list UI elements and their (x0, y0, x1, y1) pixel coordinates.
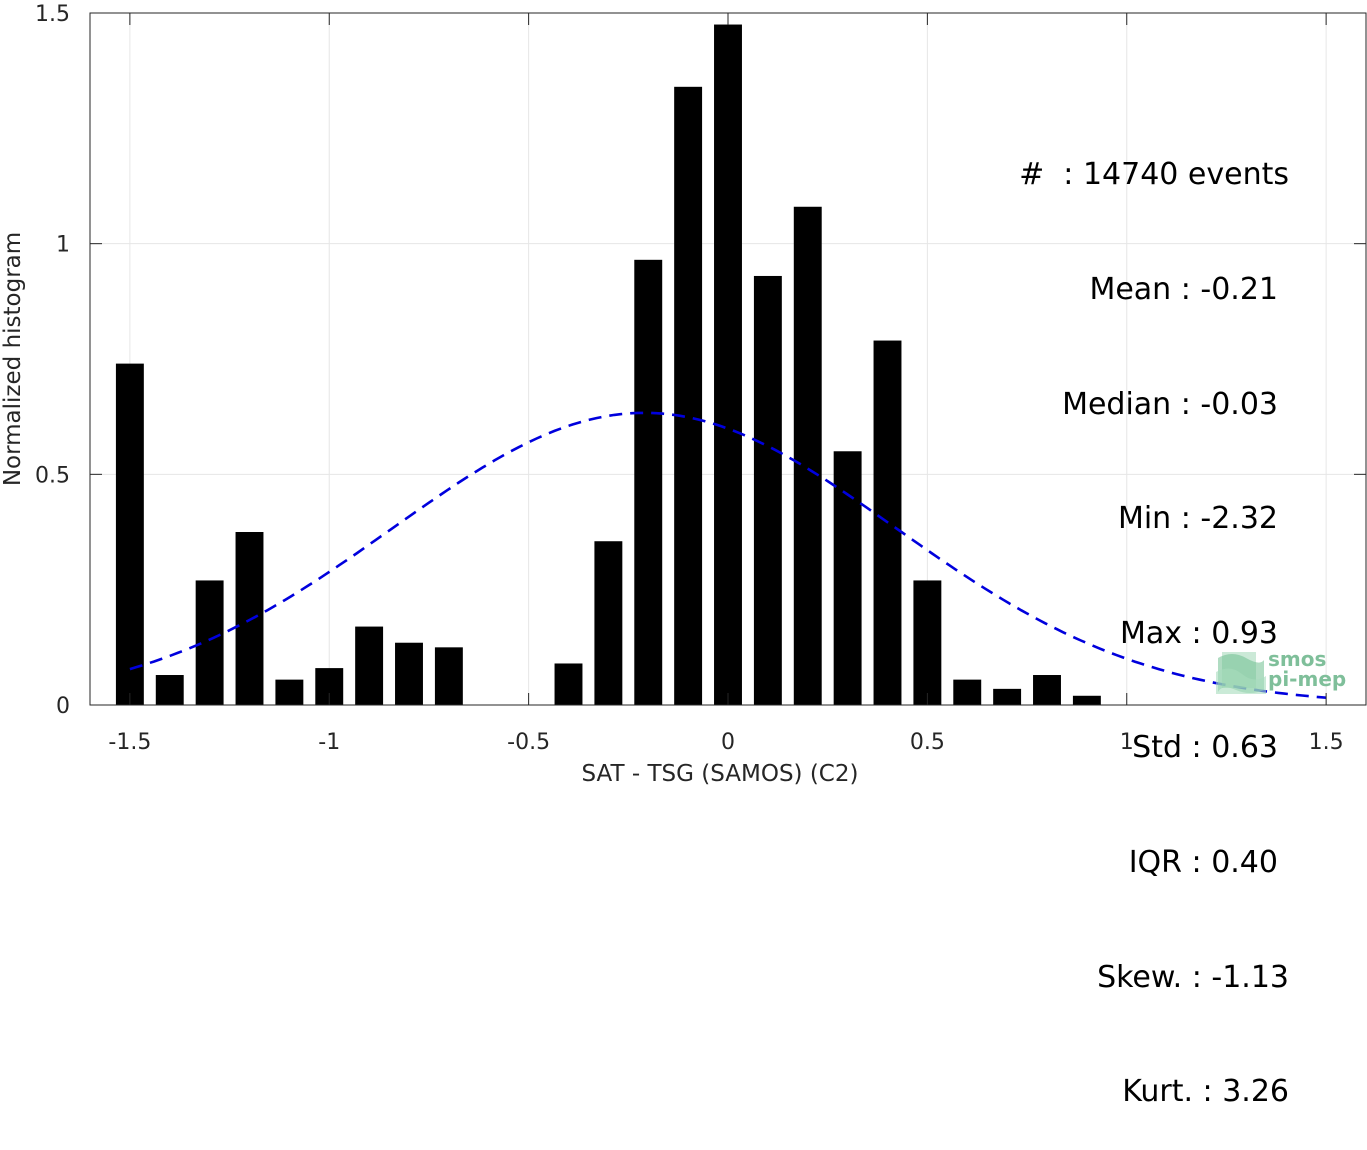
y-tick-label: 1 (56, 233, 70, 258)
histogram-bar (594, 541, 623, 705)
histogram-bar (1033, 675, 1061, 705)
stat-min: Min : -2.32 (1117, 501, 1278, 537)
logo-text-pimep: pi-mep (1268, 667, 1347, 691)
histogram-bar (1072, 695, 1101, 705)
x-tick-label: -1 (318, 730, 340, 755)
stat-kurt: Kurt. : 3.26 (1122, 1074, 1289, 1110)
x-axis-title: SAT - TSG (SAMOS) (C2) (582, 761, 859, 785)
stat-iqr: IQR : 0.40 (1128, 845, 1278, 881)
stat-median: Median : -0.03 (1062, 386, 1278, 422)
y-axis-title: Normalized histogram (0, 232, 26, 486)
x-tick-label: -1.5 (108, 730, 151, 755)
x-tick-label: 1.5 (1309, 730, 1344, 755)
histogram-bar (434, 647, 463, 705)
stat-skew: Skew. : -1.13 (1097, 959, 1289, 995)
histogram-bar (833, 451, 862, 705)
histogram-bar (355, 626, 384, 705)
histogram-bar (235, 532, 264, 705)
histogram-bar (993, 688, 1022, 705)
histogram-bar (275, 679, 304, 705)
y-tick-label: 0.5 (35, 463, 70, 488)
gaussian-fit-curve (129, 411, 1327, 699)
histogram-bar (554, 663, 583, 705)
histogram-bar (714, 24, 742, 706)
statistics-box: # : 14740 events Mean : -0.21 Median : -… (1019, 80, 1289, 1150)
stat-count: # : 14740 events (1019, 157, 1289, 193)
axis-ticks (90, 12, 1366, 706)
y-tick-label: 0 (56, 694, 70, 719)
histogram-bar (634, 259, 663, 705)
y-tick-label: 1.5 (35, 2, 70, 27)
histogram-bar (953, 679, 982, 705)
histogram-bar (155, 675, 184, 705)
logo-text-smos: smos (1268, 647, 1327, 671)
x-tick-label: -0.5 (507, 730, 550, 755)
x-tick-labels: -1.5 -1 -0.5 0 0.5 1 1.5 (108, 730, 1343, 755)
stat-mean: Mean : -0.21 (1089, 272, 1278, 308)
x-tick-label: 1 (1120, 730, 1134, 755)
histogram-bar (395, 642, 423, 705)
histogram-bar (674, 86, 703, 705)
histogram-bars (115, 24, 1101, 706)
y-tick-labels: 0 0.5 1 1.5 (35, 2, 70, 719)
stat-max: Max : 0.93 (1120, 615, 1278, 651)
histogram-bar (115, 363, 144, 705)
stat-std: Std : 0.63 (1132, 730, 1278, 766)
logo-waves-icon (1216, 652, 1266, 694)
smos-pimep-logo: smos pi-mep (1212, 644, 1352, 696)
histogram-bar (753, 275, 782, 705)
histogram-bar (913, 580, 942, 705)
histogram-bar (793, 206, 822, 705)
x-tick-label: 0.5 (910, 730, 945, 755)
histogram-chart: -1.5 -1 -0.5 0 0.5 1 1.5 0 0.5 1 1.5 SAT - TSG (S… (0, 2, 1367, 785)
x-tick-label: 0 (721, 730, 735, 755)
